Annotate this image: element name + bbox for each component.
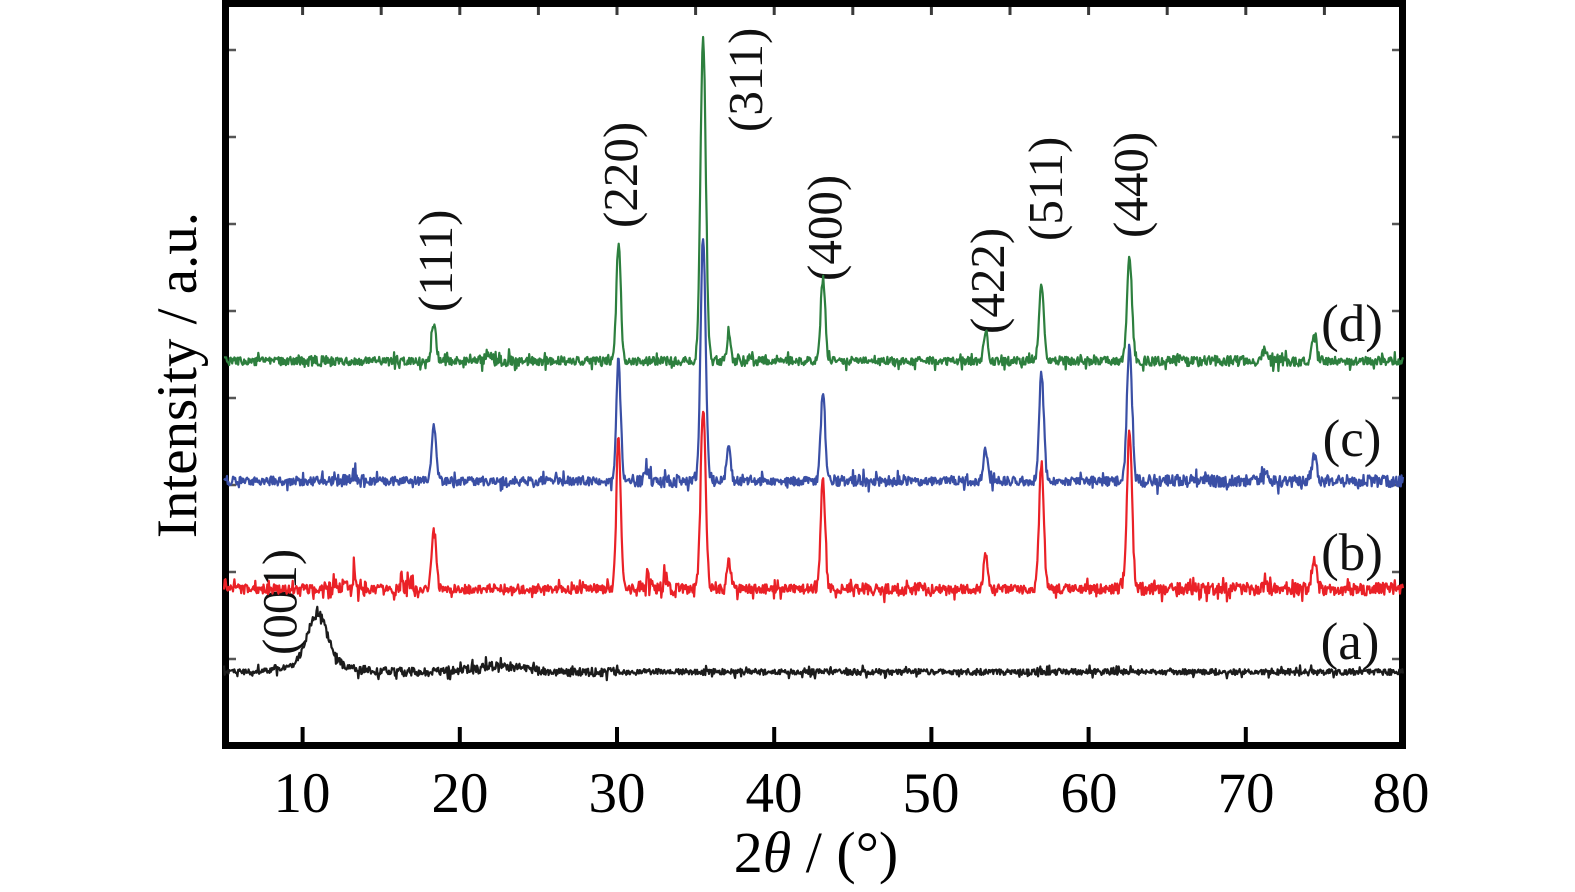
peak-label-440: (440) xyxy=(1103,132,1158,238)
curve-label-c: (c) xyxy=(1323,410,1382,468)
x-tick-label-30: 30 xyxy=(589,762,646,825)
x-tick-label-70: 70 xyxy=(1218,762,1275,825)
peak-label-001: (001) xyxy=(252,549,307,655)
peak-label-422: (422) xyxy=(960,228,1015,334)
x-tick-label-50: 50 xyxy=(903,762,960,825)
peak-label-220: (220) xyxy=(593,122,648,228)
y-axis-title: Intensity / a.u. xyxy=(146,212,209,538)
peak-label-311: (311) xyxy=(718,28,773,132)
peak-label-111: (111) xyxy=(408,210,463,313)
peak-label-400: (400) xyxy=(797,175,852,281)
x-tick-label-60: 60 xyxy=(1061,762,1118,825)
xrd-curve-a xyxy=(222,605,1405,682)
x-tick-label-10: 10 xyxy=(274,762,331,825)
x-tick-label-40: 40 xyxy=(746,762,803,825)
xrd-curve-c xyxy=(223,238,1405,495)
peak-label-511: (511) xyxy=(1018,137,1073,241)
xrd-curve-b xyxy=(222,410,1405,604)
x-tick-labels: 10 20 30 40 50 60 70 80 xyxy=(274,762,1430,825)
peak-labels: (001) (111) (220) (311) (400) (422) (511… xyxy=(252,28,1158,655)
curve-label-a: (a) xyxy=(1321,613,1380,671)
axis-ticks xyxy=(229,7,1405,744)
curve-label-b: (b) xyxy=(1321,524,1383,582)
curve-labels: (d) (c) (b) (a) xyxy=(1321,295,1383,671)
diffraction-curves xyxy=(222,35,1405,682)
plot-border xyxy=(222,0,1406,749)
curve-label-d: (d) xyxy=(1321,295,1383,353)
x-tick-label-80: 80 xyxy=(1373,762,1430,825)
x-tick-label-20: 20 xyxy=(432,762,489,825)
x-axis-title: 2θ / (°) xyxy=(734,820,898,885)
xrd-curve-d xyxy=(223,35,1405,373)
